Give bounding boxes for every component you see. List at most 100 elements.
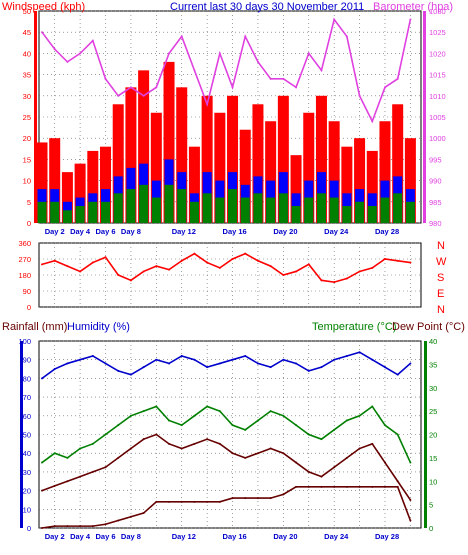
average-bar (151, 197, 161, 223)
rainfall-line-point (231, 497, 234, 500)
y-tick-label: 100 (18, 337, 31, 346)
average-bar (50, 201, 60, 223)
bottom-series (41, 351, 412, 529)
direction-line-point (320, 279, 323, 282)
dewpoint-line-point (320, 475, 323, 478)
x-tick-label: Day 4 (70, 532, 91, 541)
direction-label-e: E (437, 288, 444, 300)
humidity-line-point (333, 358, 336, 361)
y-tick-label: 15 (23, 155, 31, 164)
y-tick-label: 1025 (429, 28, 446, 37)
temperature-line-point (168, 419, 171, 422)
temperature-line-point (396, 433, 399, 436)
rainfall-line-point (371, 485, 374, 488)
x-tick-label: Day 16 (223, 532, 247, 541)
barometer-line-point (117, 94, 120, 97)
windspeed-bar (100, 146, 112, 223)
windspeed-bar (366, 150, 378, 223)
dewpoint-line-point (41, 489, 43, 492)
dewpoint-line-point (218, 442, 221, 445)
rainfall-line-point (218, 500, 221, 503)
dewpoint-line-point (307, 470, 310, 473)
average-bar (126, 189, 136, 223)
humidity-line-point (129, 373, 132, 376)
rainfall-line-point (396, 485, 399, 488)
direction-line-point (206, 261, 209, 264)
barometer-line-point (371, 120, 374, 123)
dewpoint-line-point (66, 480, 69, 483)
y-tick-label: 70 (23, 393, 31, 402)
average-bar (393, 193, 403, 223)
windspeed-bar (239, 129, 251, 223)
direction-line-point (371, 266, 374, 269)
x-tick-label: Day 20 (273, 227, 297, 236)
windspeed-bar (125, 87, 137, 223)
barometer-line-point (41, 31, 43, 34)
rainfall-line-point (129, 515, 132, 518)
humidity-line (41, 351, 411, 380)
barometer-line-point (244, 35, 247, 38)
barometer-line-point (142, 94, 145, 97)
dewpoint-line-point (345, 456, 348, 459)
humidity-line-point (91, 354, 94, 357)
rainfall-line-point (206, 500, 209, 503)
windspeed-bar (252, 104, 264, 223)
rainfall-line-point (256, 497, 259, 500)
y-tick-label: 270 (18, 255, 31, 264)
dewpoint-line-point (155, 433, 158, 436)
dewpoint-line-point (231, 452, 234, 455)
dewpoint-line-point (206, 438, 209, 441)
y-tick-label: 90 (23, 287, 31, 296)
dewpoint-line-point (256, 452, 259, 455)
dewpoint-line-point (79, 475, 82, 478)
direction-line-point (129, 279, 132, 282)
temperature-line-point (345, 419, 348, 422)
barometer-line-point (396, 77, 399, 80)
barometer-line-point (320, 69, 323, 72)
direction-grid (39, 242, 421, 308)
humidity-line-point (41, 377, 43, 380)
average-bar (329, 197, 339, 223)
temperature-line-point (180, 424, 183, 427)
direction-line-point (155, 265, 158, 268)
temperature-line-point (117, 424, 120, 427)
y-tick-label: 30 (23, 92, 31, 101)
rainfall-line-point (383, 485, 386, 488)
y-tick-label: 10 (23, 505, 31, 514)
direction-label-n-bottom: N (437, 304, 445, 316)
direction-panel-frame (38, 242, 422, 308)
barometer-line-point (409, 18, 412, 21)
rainfall-line-point (180, 500, 183, 503)
dewpoint-line-point (371, 442, 374, 445)
humidity-line-point (206, 366, 209, 369)
windspeed-bar (303, 112, 315, 223)
direction-line-point (104, 256, 107, 259)
dewpoint-line-point (117, 456, 120, 459)
windspeed-bar (277, 95, 289, 223)
y-tick-label: 0 (27, 219, 31, 228)
temperature-line-point (91, 442, 94, 445)
direction-line (41, 252, 411, 283)
direction-line-point (91, 261, 94, 264)
temperature-line-point (371, 405, 374, 408)
dewpoint-line (41, 433, 412, 501)
y-tick-label: 90 (23, 356, 31, 365)
dewpoint-line-point (193, 442, 196, 445)
y-tick-label: 1030 (429, 7, 446, 16)
barometer-line-point (91, 39, 94, 42)
rainfall-line-point (104, 523, 107, 526)
windspeed-bar (176, 87, 188, 223)
y-tick-label: 5 (429, 501, 433, 510)
average-bar (291, 206, 301, 223)
direction-line-point (41, 263, 43, 266)
temperature-line-point (244, 428, 247, 431)
temperature-axis-bar (424, 341, 427, 528)
x-tick-label: Day 16 (223, 227, 247, 236)
direction-line-point (333, 281, 336, 284)
direction-yticks: 0 90 180 270 360 (18, 239, 31, 312)
x-tick-label: Day 28 (375, 532, 399, 541)
direction-line-point (180, 259, 183, 262)
windspeed-bar (354, 138, 366, 223)
windspeed-bar (328, 121, 340, 223)
